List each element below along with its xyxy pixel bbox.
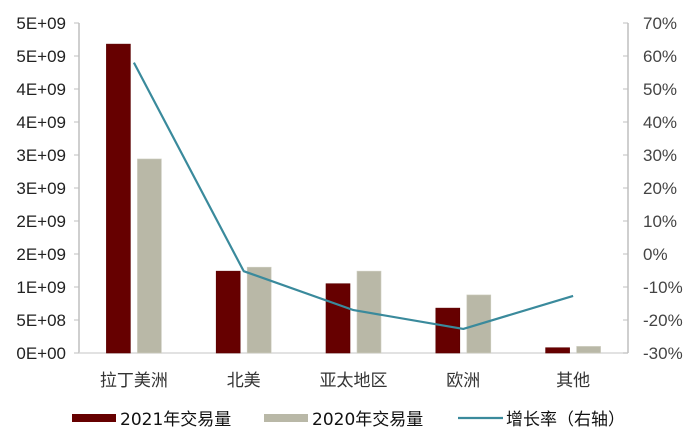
- growth-rate-polyline: [132, 62, 574, 331]
- right-axis: -30% -20% -10% 0% 10% 20% 30% 40% 50% 60% 70%: [623, 14, 683, 363]
- bar-2021: [545, 347, 570, 354]
- left-axis-tick-label: 3E+09: [16, 146, 66, 165]
- category-label: 北美: [227, 371, 261, 391]
- right-axis-tick-label: 30%: [643, 146, 677, 165]
- left-axis-tick-label: 0E+00: [16, 344, 66, 363]
- bar-2021: [435, 307, 461, 354]
- category-label: 欧洲: [446, 371, 480, 391]
- right-axis-tick-label: 0%: [643, 245, 668, 264]
- legend-label: 增长率（右轴）: [506, 410, 625, 430]
- legend: 2021年交易量 2020年交易量 增长率（右轴）: [72, 410, 625, 430]
- left-axis-tick-label: 4E+09: [16, 80, 66, 99]
- category-label: 亚太地区: [320, 371, 388, 391]
- right-axis-tick-label: 40%: [643, 113, 677, 132]
- left-axis-tick-label: 1E+09: [16, 278, 66, 297]
- category-label: 其他: [556, 371, 590, 391]
- bar-2021: [215, 270, 241, 354]
- legend-label: 2020年交易量: [312, 410, 423, 430]
- category-label: 拉丁美洲: [100, 371, 168, 391]
- right-axis-tick-label: -10%: [643, 278, 683, 297]
- bars: [106, 43, 601, 354]
- legend-swatch: [264, 414, 308, 422]
- growth-rate-line: [132, 62, 574, 331]
- right-axis-tick-label: 70%: [643, 14, 677, 33]
- category-labels: 拉丁美洲 北美 亚太地区 欧洲 其他: [100, 371, 590, 391]
- bar-2021: [325, 283, 351, 354]
- legend-swatch: [72, 414, 116, 422]
- right-axis-tick-label: 20%: [643, 179, 677, 198]
- left-axis-tick-label: 4E+09: [16, 113, 66, 132]
- left-axis-tick-label: 2E+09: [16, 212, 66, 231]
- left-axis-tick-label: 5E+08: [16, 311, 66, 330]
- left-axis-tick-label: 5E+09: [16, 47, 66, 66]
- bar-2021: [106, 43, 131, 354]
- bar-2020: [246, 266, 272, 354]
- legend-label: 2021年交易量: [120, 410, 231, 430]
- bar-2020: [137, 158, 162, 354]
- left-axis: 0E+00 5E+08 1E+09 2E+09 2E+09 3E+09 3E+09 4E+09…: [16, 14, 628, 363]
- left-axis-tick-label: 2E+09: [16, 245, 66, 264]
- right-axis-tick-label: -20%: [643, 311, 683, 330]
- right-axis-tick-label: 60%: [643, 47, 677, 66]
- bar-2020: [576, 346, 601, 354]
- left-axis-tick-label: 5E+09: [16, 14, 66, 33]
- right-axis-tick-label: -30%: [643, 344, 683, 363]
- left-axis-tick-label: 3E+09: [16, 179, 66, 198]
- right-axis-tick-label: 10%: [643, 212, 677, 231]
- right-axis-tick-label: 50%: [643, 80, 677, 99]
